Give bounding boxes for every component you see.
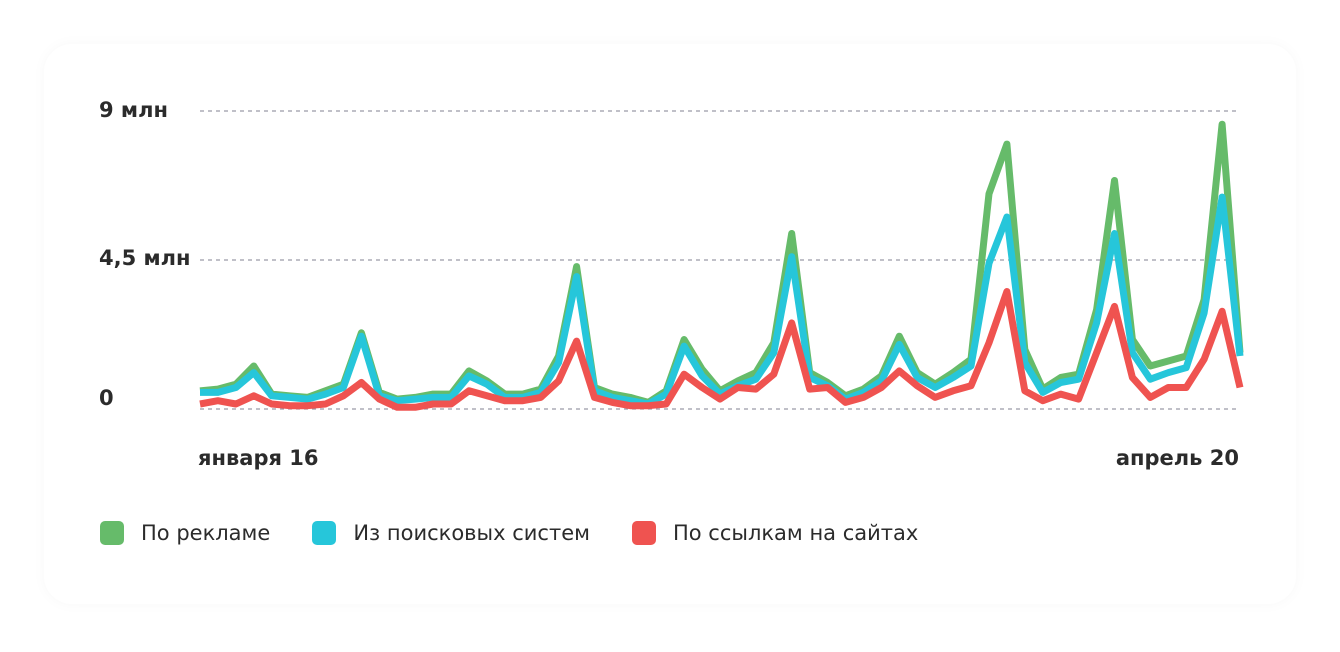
series-line-3 (199, 288, 1244, 411)
x-tick-label: апрель 20 (1116, 446, 1239, 470)
legend-swatch (631, 521, 656, 545)
chart-card (44, 44, 1296, 604)
legend-item: По ссылкам на сайтах (631, 521, 919, 545)
legend-item: По рекламе (100, 521, 270, 545)
series-line-2 (200, 193, 1244, 408)
y-axis-ticks: 9 млн 4,5 млн 0 (99, 98, 191, 410)
chart-grid (200, 110, 1240, 410)
y-tick-label: 4,5 млн (99, 246, 191, 270)
legend-swatch (100, 521, 124, 545)
legend-item: Из поисковых систем (312, 521, 590, 545)
x-axis-ticks: января 16 апрель 20 (198, 446, 1239, 470)
legend-label: По ссылкам на сайтах (672, 521, 919, 545)
chart-legend: По рекламе Из поисковых систем По ссылкам … (100, 521, 960, 545)
y-tick-label: 9 млн (99, 98, 168, 122)
chart-series (199, 120, 1244, 411)
legend-label: По рекламе (141, 521, 271, 545)
legend-swatch (312, 521, 337, 545)
y-tick-label: 0 (99, 386, 114, 410)
legend-label: Из поисковых систем (353, 521, 590, 545)
x-tick-label: января 16 (198, 446, 319, 470)
